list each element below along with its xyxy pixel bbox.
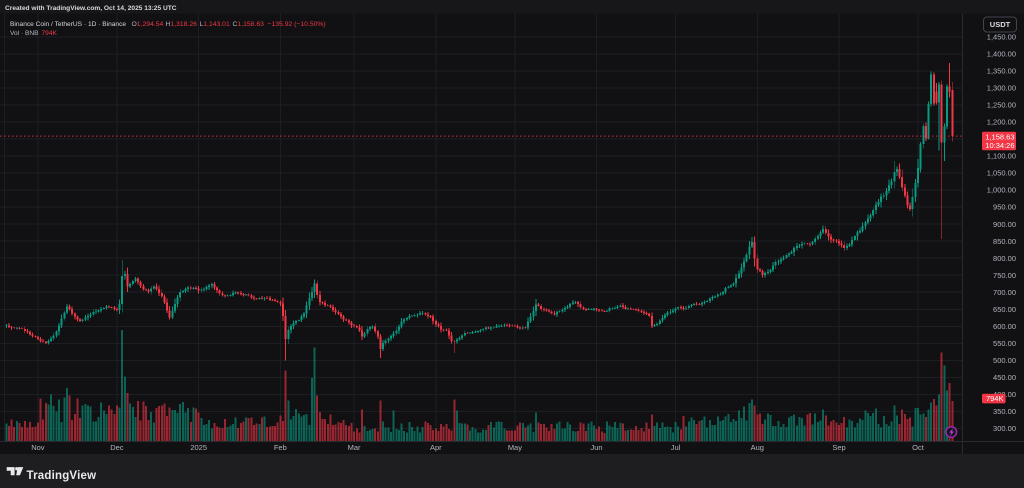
svg-text:1,250.00: 1,250.00 — [987, 101, 1016, 110]
svg-text:1,100.00: 1,100.00 — [987, 152, 1016, 161]
svg-text:300.00: 300.00 — [993, 424, 1016, 433]
svg-text:2025: 2025 — [190, 443, 207, 452]
svg-text:Feb: Feb — [274, 443, 287, 452]
svg-text:USDT: USDT — [990, 20, 1011, 29]
svg-text:1,450.00: 1,450.00 — [987, 33, 1016, 42]
svg-text:1,400.00: 1,400.00 — [987, 50, 1016, 59]
svg-text:Nov: Nov — [31, 443, 45, 452]
svg-text:700.00: 700.00 — [993, 288, 1016, 297]
svg-text:−135.92 (−10.50%): −135.92 (−10.50%) — [268, 21, 326, 28]
svg-text:Jun: Jun — [590, 443, 602, 452]
svg-text:1,200.00: 1,200.00 — [987, 118, 1016, 127]
svg-text:450.00: 450.00 — [993, 373, 1016, 382]
svg-text:794K: 794K — [42, 30, 58, 37]
svg-text:794K: 794K — [986, 394, 1004, 403]
svg-text:750.00: 750.00 — [993, 271, 1016, 280]
svg-text:May: May — [508, 443, 522, 452]
svg-text:Aug: Aug — [751, 443, 764, 452]
svg-text:1,158.63: 1,158.63 — [985, 132, 1014, 141]
svg-text:650.00: 650.00 — [993, 305, 1016, 314]
svg-text:800.00: 800.00 — [993, 254, 1016, 263]
svg-text:350.00: 350.00 — [993, 407, 1016, 416]
svg-text:Created with TradingView.com,: Created with TradingView.com, Oct 14, 20… — [5, 5, 177, 12]
svg-text:950.00: 950.00 — [993, 203, 1016, 212]
svg-text:Oct: Oct — [912, 443, 925, 452]
svg-text:550.00: 550.00 — [993, 339, 1016, 348]
svg-text:850.00: 850.00 — [993, 237, 1016, 246]
svg-text:600.00: 600.00 — [993, 322, 1016, 331]
svg-text:Mar: Mar — [348, 443, 361, 452]
svg-text:Binance Coin / TetherUS · 1D ·: Binance Coin / TetherUS · 1D · Binance — [10, 21, 126, 28]
svg-text:Sep: Sep — [832, 443, 845, 452]
svg-text:L1,143.01: L1,143.01 — [200, 21, 230, 28]
svg-text:500.00: 500.00 — [993, 356, 1016, 365]
svg-text:1,300.00: 1,300.00 — [987, 84, 1016, 93]
svg-text:TradingView: TradingView — [27, 470, 97, 482]
svg-text:1,050.00: 1,050.00 — [987, 169, 1016, 178]
svg-text:Dec: Dec — [110, 443, 124, 452]
svg-text:10:34:26: 10:34:26 — [985, 141, 1014, 150]
svg-text:Vol · BNB: Vol · BNB — [10, 30, 39, 37]
svg-text:O1,294.54: O1,294.54 — [132, 21, 164, 28]
svg-text:1,350.00: 1,350.00 — [987, 67, 1016, 76]
svg-text:Jul: Jul — [671, 443, 681, 452]
svg-text:900.00: 900.00 — [993, 220, 1016, 229]
svg-text:Apr: Apr — [430, 443, 442, 452]
svg-text:1,000.00: 1,000.00 — [987, 186, 1016, 195]
svg-text:C1,158.63: C1,158.63 — [233, 21, 265, 28]
svg-text:H1,318.26: H1,318.26 — [166, 21, 198, 28]
